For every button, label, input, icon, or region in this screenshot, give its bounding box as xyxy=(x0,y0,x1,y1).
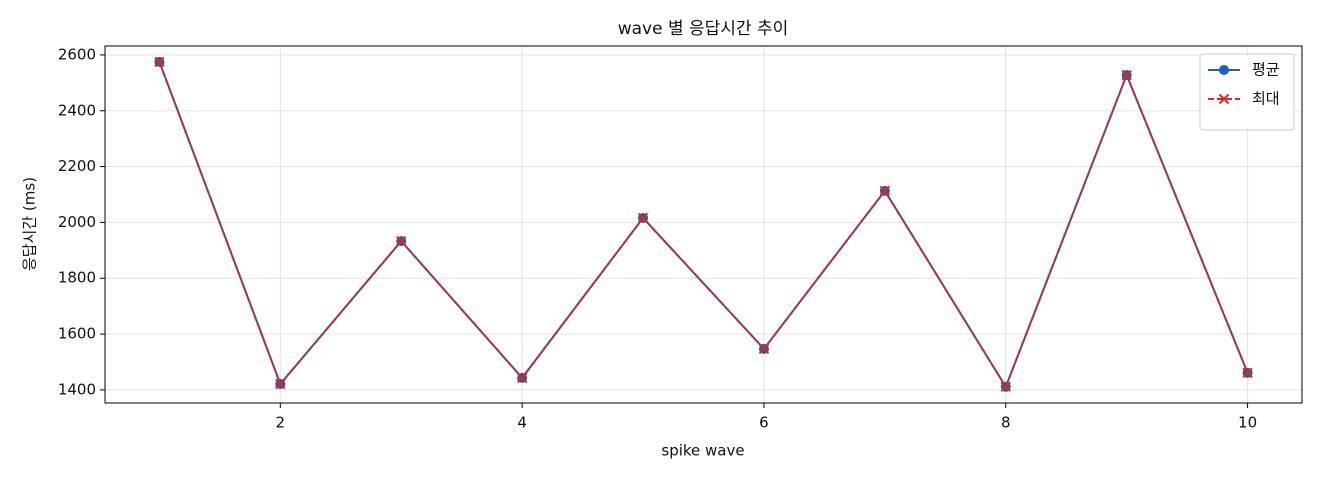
marker xyxy=(1218,93,1230,105)
x-tick-label: 8 xyxy=(1001,414,1011,432)
x-tick-label: 2 xyxy=(276,414,286,432)
x-tick-label: 4 xyxy=(517,414,527,432)
legend-box xyxy=(1199,53,1295,131)
y-tick-label: 1600 xyxy=(58,325,96,343)
marker xyxy=(154,56,165,68)
plot-frame xyxy=(104,45,1303,404)
marker xyxy=(516,372,528,384)
x-tick-label: 6 xyxy=(759,414,769,432)
marker xyxy=(396,235,407,247)
marker xyxy=(1219,65,1229,75)
x-tick-label: 10 xyxy=(1238,414,1257,432)
legend-label: 최대 xyxy=(1252,90,1280,108)
marker xyxy=(637,212,649,224)
marker xyxy=(1000,381,1011,393)
x-axis-label: spike wave xyxy=(661,442,744,460)
y-tick-label: 2000 xyxy=(58,213,96,231)
marker xyxy=(758,343,770,355)
y-tick-label: 1800 xyxy=(58,269,96,287)
marker xyxy=(879,185,891,197)
y-tick-label: 1400 xyxy=(58,380,96,398)
y-tick-label: 2400 xyxy=(58,101,96,119)
marker xyxy=(1242,367,1253,379)
marker xyxy=(1121,69,1132,81)
y-axis-label: 응답시간 (ms) xyxy=(21,177,39,271)
y-tick-label: 2200 xyxy=(58,157,96,175)
chart-title: wave 별 응답시간 추이 xyxy=(618,19,789,39)
series-line xyxy=(158,61,1249,390)
legend-label: 평균 xyxy=(1252,61,1280,79)
marker xyxy=(275,378,286,390)
y-tick-label: 2600 xyxy=(58,45,96,63)
